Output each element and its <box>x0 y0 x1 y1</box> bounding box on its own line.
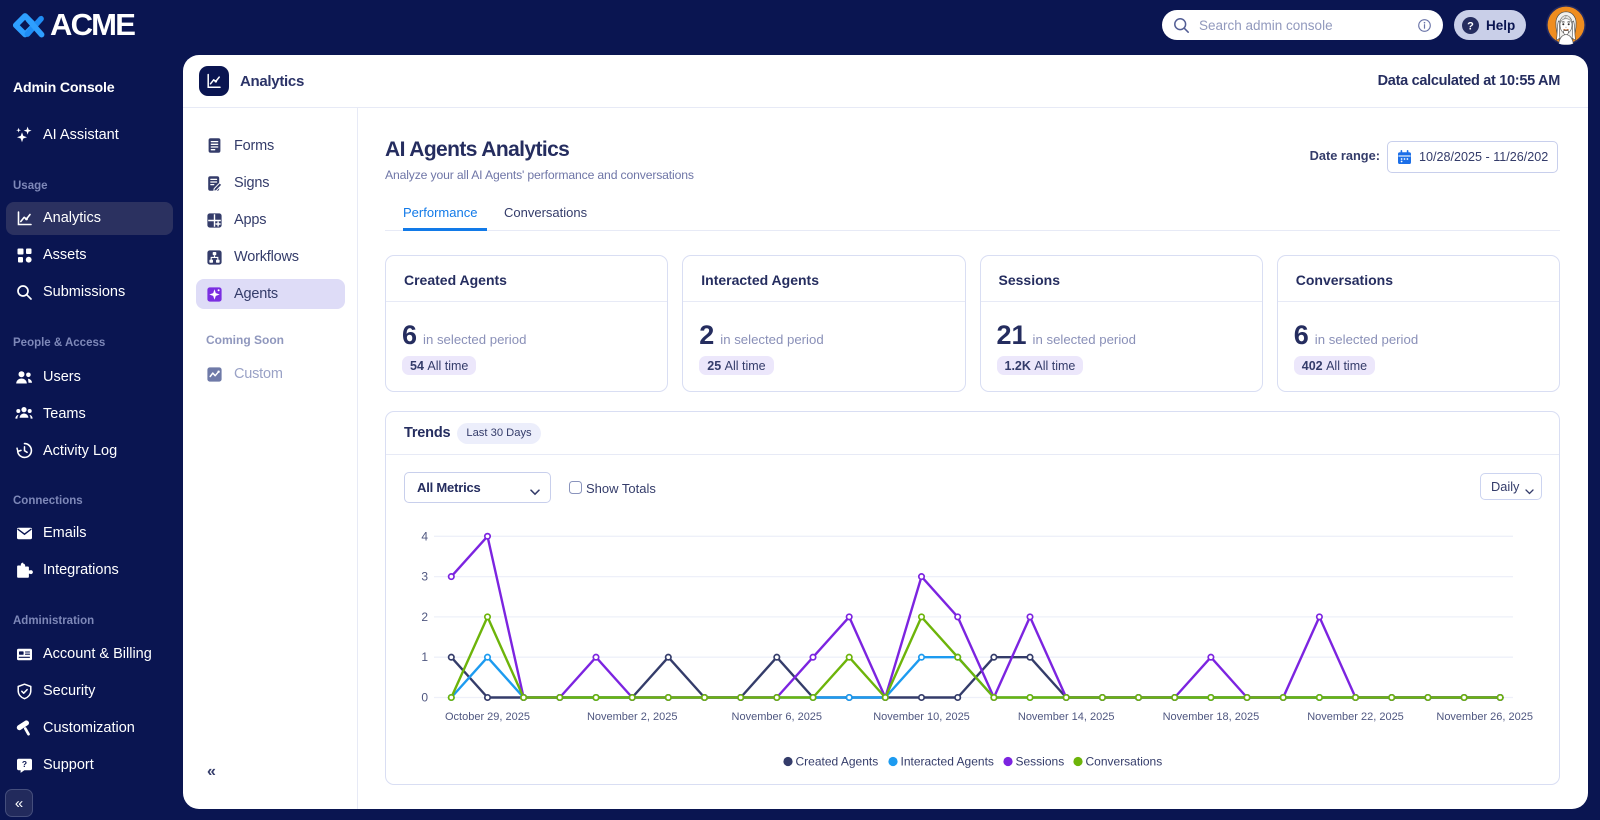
svg-text:?: ? <box>21 759 26 769</box>
svg-text:?: ? <box>1467 20 1474 32</box>
